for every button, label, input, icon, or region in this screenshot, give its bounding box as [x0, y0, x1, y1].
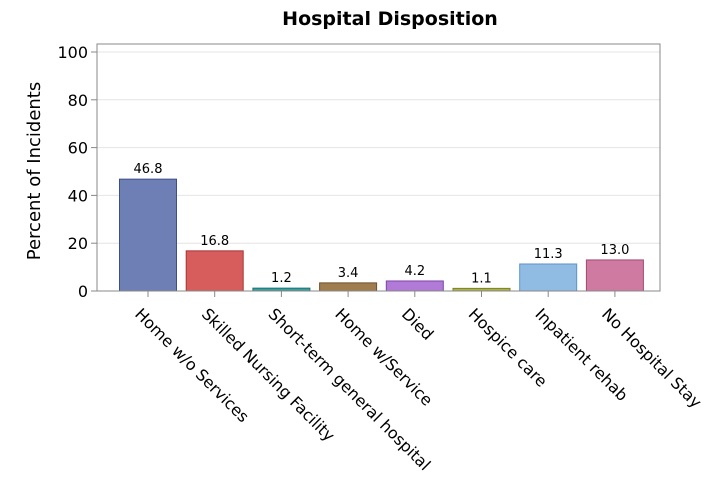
- bar-value-label: 46.8: [134, 162, 163, 177]
- bar-value-label: 1.2: [271, 271, 292, 286]
- y-axis-ticks: 0 20 40 60 80 100: [57, 43, 97, 301]
- y-axis-label: Percent of Incidents: [24, 82, 45, 260]
- x-tick-label: Skilled Nursing Facility: [198, 304, 339, 445]
- chart-title: Hospital Disposition: [282, 8, 498, 30]
- y-tick-label: 0: [78, 282, 88, 301]
- y-tick-label: 20: [68, 234, 88, 253]
- plot-frame: [96, 43, 661, 292]
- bar: [585, 259, 644, 292]
- bar-value-label: 13.0: [600, 243, 629, 258]
- bar: [319, 282, 378, 292]
- y-tick-label: 80: [68, 91, 88, 110]
- bar-value-label: 4.2: [404, 264, 425, 279]
- data-labels: 46.8 16.8 1.2 3.4 4.2 1.1 11.3 13.0: [134, 162, 630, 286]
- bar-value-label: 11.3: [534, 247, 563, 262]
- y-tick-label: 40: [68, 186, 88, 205]
- y-tick-label: 100: [57, 43, 88, 62]
- bar: [385, 280, 444, 292]
- x-tick-label: Home w/o Services: [131, 304, 253, 426]
- x-tick-label: Died: [398, 304, 437, 343]
- bars: [119, 178, 644, 292]
- bar-value-label: 16.8: [200, 234, 229, 249]
- gridlines: [97, 51, 660, 244]
- y-tick-label: 60: [68, 139, 88, 158]
- bar-value-label: 1.1: [471, 271, 492, 286]
- bar-value-label: 3.4: [338, 266, 359, 281]
- bar: [119, 178, 177, 292]
- bar: [519, 263, 578, 292]
- bar: [185, 250, 244, 292]
